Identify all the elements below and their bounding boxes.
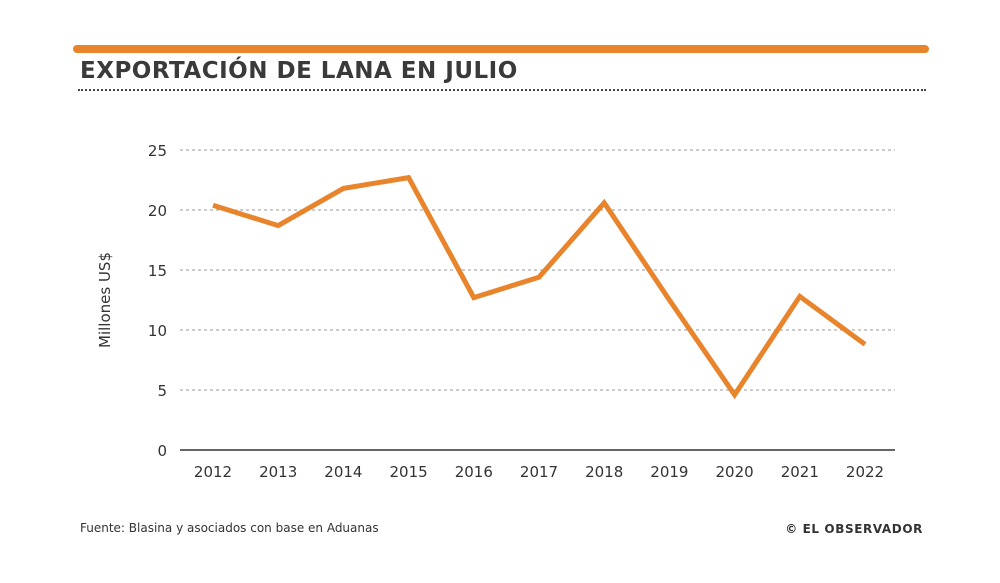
source-note: Fuente: Blasina y asociados con base en …	[80, 521, 379, 535]
x-tick-label: 2019	[650, 463, 688, 481]
data-point	[341, 186, 346, 191]
y-tick-label: 10	[148, 322, 167, 340]
y-tick-label: 5	[157, 382, 167, 400]
x-tick-label: 2020	[716, 463, 754, 481]
copyright-note: © EL OBSERVADOR	[785, 522, 923, 536]
data-point	[863, 342, 868, 347]
x-tick-label: 2022	[846, 463, 884, 481]
y-axis-label: Millones US$	[96, 252, 114, 348]
x-tick-label: 2016	[455, 463, 493, 481]
x-tick-label: 2017	[520, 463, 558, 481]
x-tick-label: 2012	[194, 463, 232, 481]
x-tick-label: 2015	[390, 463, 428, 481]
x-tick-label: 2021	[781, 463, 819, 481]
data-point	[602, 200, 607, 205]
y-tick-label: 20	[148, 202, 167, 220]
data-point	[537, 275, 542, 280]
x-tick-label: 2013	[259, 463, 297, 481]
data-point	[471, 295, 476, 300]
data-point	[406, 175, 411, 180]
y-tick-label: 15	[148, 262, 167, 280]
data-point	[211, 203, 216, 208]
accent-bar	[73, 45, 929, 53]
y-tick-label: 0	[157, 442, 167, 460]
data-point	[797, 294, 802, 299]
data-point	[667, 298, 672, 303]
series-line	[212, 174, 867, 400]
x-tick-label: 2014	[324, 463, 362, 481]
data-point	[276, 223, 281, 228]
x-tick-label: 2018	[585, 463, 623, 481]
title-divider	[78, 89, 926, 91]
data-point	[732, 392, 737, 397]
chart-title: EXPORTACIÓN DE LANA EN JULIO	[80, 58, 518, 84]
y-tick-label: 25	[148, 142, 167, 160]
